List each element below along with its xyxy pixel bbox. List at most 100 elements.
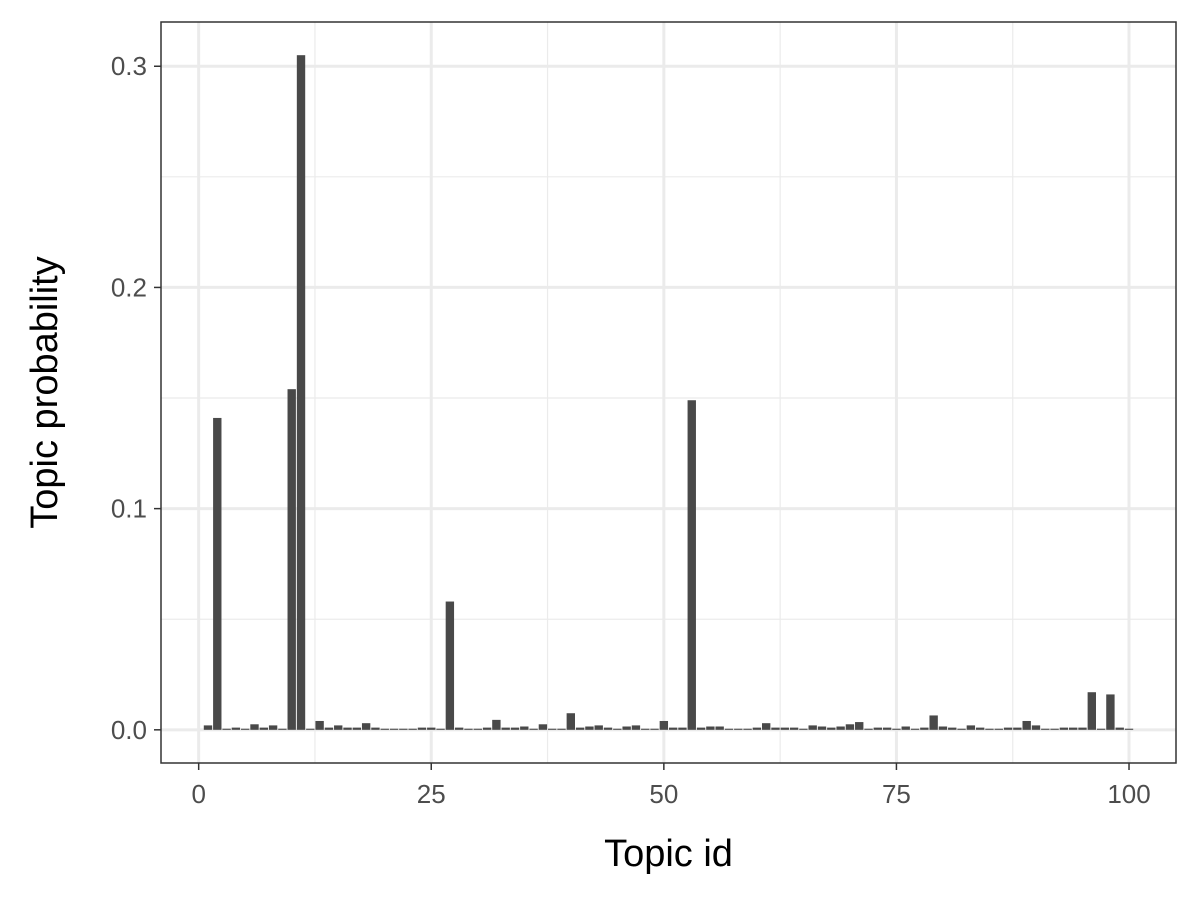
- bar-topic-29: [464, 728, 473, 730]
- bar-topic-90: [1031, 725, 1041, 730]
- bar-topic-98: [1106, 694, 1115, 730]
- bar-topic-91: [1041, 728, 1050, 730]
- bar-topic-12: [306, 728, 315, 730]
- bar-topic-22: [399, 728, 408, 730]
- grid-major-lines: [161, 22, 1176, 763]
- bar-topic-67: [817, 726, 827, 730]
- bar-topic-60: [752, 727, 762, 730]
- bar-topic-31: [482, 727, 492, 730]
- bar-topic-3: [222, 728, 231, 730]
- bar-topic-16: [343, 727, 352, 730]
- bar-topic-21: [389, 728, 399, 730]
- bar-topic-13: [315, 720, 324, 730]
- bar-topic-75: [892, 728, 901, 730]
- bar-topic-15: [334, 725, 343, 730]
- bar-topic-56: [715, 726, 724, 730]
- bar-topic-71: [855, 722, 864, 730]
- y-tick-label: 0.0: [111, 715, 147, 745]
- x-axis-title: Topic id: [604, 833, 733, 875]
- bar-topic-54: [696, 727, 706, 730]
- bar-topic-84: [975, 727, 985, 730]
- bar-topic-72: [864, 728, 873, 730]
- bar-topic-47: [631, 725, 641, 730]
- bar-topic-92: [1050, 728, 1059, 730]
- y-tick-label: 0.3: [111, 51, 147, 81]
- x-axis-ticks: 0 25 50 75 100: [191, 763, 1151, 809]
- bar-topic-69: [836, 726, 845, 730]
- y-tick-label: 0.2: [111, 272, 147, 302]
- bar-topic-66: [808, 725, 817, 730]
- bar-topic-80: [938, 726, 948, 730]
- x-tick-label: 100: [1107, 779, 1150, 809]
- bar-topic-11: [296, 55, 306, 730]
- bar-topic-62: [771, 727, 780, 730]
- bar-topic-50: [659, 720, 669, 730]
- y-axis-ticks: 0.0 0.1 0.2 0.3: [111, 51, 161, 745]
- bar-topic-35: [520, 726, 529, 730]
- bar-topic-55: [706, 726, 715, 730]
- x-tick-label: 50: [649, 779, 678, 809]
- x-tick-label: 25: [417, 779, 446, 809]
- bar-topic-10: [287, 389, 296, 730]
- bar-topic-26: [436, 728, 445, 730]
- bar-topic-79: [929, 715, 938, 730]
- bar-topic-100: [1124, 728, 1134, 730]
- bar-topic-63: [780, 727, 789, 730]
- bar-topic-49: [650, 728, 659, 730]
- bar-topic-64: [789, 727, 799, 730]
- bar-topic-38: [548, 728, 557, 730]
- bar-topic-58: [734, 728, 743, 730]
- bar-topic-37: [538, 724, 548, 730]
- bar-topic-65: [799, 728, 808, 730]
- bar-topic-61: [761, 723, 771, 730]
- bars-group: [203, 55, 1134, 730]
- bar-topic-34: [510, 727, 520, 730]
- y-axis-title: Topic probability: [24, 256, 66, 528]
- bar-topic-74: [882, 727, 892, 730]
- bar-topic-43: [594, 725, 603, 730]
- panel-border: [160, 21, 1177, 764]
- bar-topic-23: [408, 728, 417, 730]
- bar-topic-57: [724, 728, 734, 730]
- bar-topic-40: [566, 713, 576, 730]
- bar-topic-14: [324, 727, 334, 730]
- bar-topic-81: [948, 727, 957, 730]
- bar-topic-9: [278, 728, 287, 730]
- bar-topic-89: [1022, 720, 1031, 730]
- x-tick-label: 75: [882, 779, 911, 809]
- bar-topic-97: [1096, 728, 1106, 730]
- grid-minor-lines: [161, 22, 1176, 763]
- bar-topic-96: [1087, 692, 1096, 730]
- bar-topic-73: [873, 727, 883, 730]
- bar-topic-86: [994, 728, 1003, 730]
- bar-topic-83: [966, 725, 976, 730]
- bar-topic-77: [910, 728, 920, 730]
- bar-topic-68: [827, 727, 836, 730]
- bar-topic-78: [920, 727, 929, 730]
- bar-topic-39: [557, 728, 566, 730]
- bar-topic-45: [613, 728, 622, 730]
- bar-topic-52: [678, 727, 687, 730]
- bar-topic-82: [957, 728, 966, 730]
- bar-topic-88: [1013, 727, 1022, 730]
- y-tick-label: 0.1: [111, 494, 147, 524]
- bar-topic-32: [492, 719, 501, 730]
- bar-topic-8: [268, 725, 278, 730]
- bar-topic-70: [845, 724, 855, 730]
- bar-topic-99: [1115, 727, 1124, 730]
- bar-topic-5: [241, 728, 250, 730]
- bar-topic-42: [585, 726, 594, 730]
- bar-topic-20: [380, 728, 389, 730]
- x-tick-label: 0: [191, 779, 205, 809]
- bar-topic-30: [473, 728, 482, 730]
- bar-topic-93: [1059, 727, 1069, 730]
- bar-topic-51: [668, 727, 678, 730]
- bar-topic-48: [641, 728, 650, 730]
- bar-topic-94: [1069, 727, 1078, 730]
- bar-topic-2: [213, 417, 222, 730]
- bar-topic-19: [371, 727, 380, 730]
- bar-topic-44: [603, 727, 613, 730]
- bar-topic-28: [454, 727, 464, 730]
